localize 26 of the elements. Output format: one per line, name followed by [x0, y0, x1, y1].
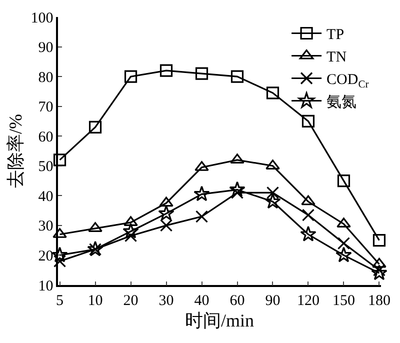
- x-tick-label: 5: [56, 292, 64, 309]
- y-tick-label: 80: [38, 70, 54, 86]
- x-tick-label: 90: [265, 292, 280, 309]
- x-tick-label: 30: [158, 292, 174, 309]
- legend-label: 氨氮: [326, 94, 357, 111]
- y-tick-label: 20: [38, 248, 54, 264]
- y-tick-label: 90: [38, 40, 54, 56]
- y-tick-label: 10: [38, 278, 54, 294]
- y-tick-label: 30: [38, 218, 54, 235]
- x-tick-label: 180: [368, 292, 390, 309]
- legend-label: TP: [326, 27, 344, 44]
- y-tick-label: 60: [38, 129, 54, 146]
- x-tick-label: 120: [296, 292, 320, 309]
- x-tick-label: 150: [332, 292, 355, 309]
- y-tick-label: 50: [38, 159, 54, 176]
- x-tick-label: 40: [194, 292, 210, 309]
- y-tick-label: 40: [38, 188, 54, 205]
- y-tick-label: 70: [38, 100, 54, 116]
- x-tick-label: 20: [123, 292, 138, 309]
- y-axis-title: 去除率/%: [5, 114, 26, 188]
- x-axis-title: 时间/min: [184, 310, 254, 330]
- x-tick-label: 60: [230, 292, 245, 309]
- legend-label: COD$_{Cr}$: [326, 72, 370, 90]
- y-tick-label: 100: [30, 10, 54, 26]
- x-tick-label: 10: [88, 292, 103, 309]
- legend-label: TN: [326, 50, 347, 66]
